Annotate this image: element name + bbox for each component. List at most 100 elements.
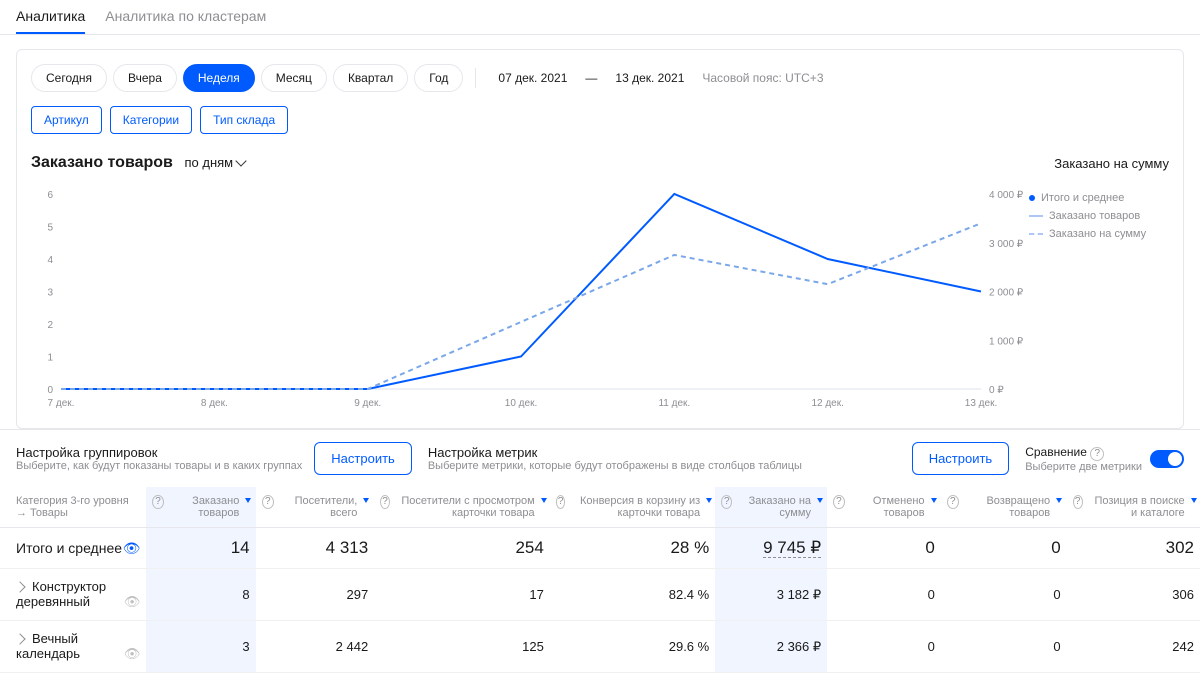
help-icon[interactable]: ? <box>380 495 390 509</box>
period-row: Сегодня Вчера Неделя Месяц Квартал Год 0… <box>31 64 1169 92</box>
svg-text:0: 0 <box>47 385 53 396</box>
row-name[interactable]: Конструктор деревянный <box>16 579 106 609</box>
table-cell: 3 182 ₽ <box>715 569 827 621</box>
svg-text:4: 4 <box>47 255 53 266</box>
date-to[interactable]: 13 дек. 2021 <box>615 71 684 85</box>
svg-text:1 000 ₽: 1 000 ₽ <box>989 336 1024 347</box>
row-name[interactable]: Вечный календарь <box>16 631 80 661</box>
eye-off-icon[interactable]: 👁 <box>124 594 141 610</box>
filter-categories[interactable]: Категории <box>110 106 192 134</box>
help-icon[interactable]: ? <box>262 495 274 509</box>
tab-clusters[interactable]: Аналитика по кластерам <box>105 8 266 34</box>
help-icon[interactable]: ? <box>947 495 959 509</box>
table-cell: 297 <box>256 569 375 621</box>
period-week[interactable]: Неделя <box>183 64 255 92</box>
chevron-down-icon <box>235 155 246 166</box>
totals-cell: 254 <box>374 528 550 569</box>
eye-off-icon[interactable]: 👁 <box>124 646 141 662</box>
totals-cell: 9 745 ₽ <box>715 528 827 569</box>
grouping-button[interactable]: Настроить <box>314 442 412 475</box>
svg-text:9 дек.: 9 дек. <box>354 398 381 409</box>
tab-analytics[interactable]: Аналитика <box>16 8 85 34</box>
column-header[interactable]: Конверсия в корзину из карточки товара <box>569 495 700 519</box>
grouping-title: Настройка группировок <box>16 445 302 460</box>
metrics-config: Настройка метрик Выберите метрики, котор… <box>428 445 896 472</box>
totals-cell: 0 <box>941 528 1067 569</box>
column-header[interactable]: Заказано на сумму <box>736 495 811 519</box>
compare-toggle[interactable] <box>1150 450 1184 468</box>
sort-icon[interactable] <box>1054 495 1061 505</box>
help-icon[interactable]: ? <box>833 495 845 509</box>
date-from[interactable]: 07 дек. 2021 <box>498 71 567 85</box>
sort-icon[interactable] <box>539 495 544 505</box>
totals-cell: 28 % <box>550 528 715 569</box>
chart-mode-label: по дням <box>184 155 233 170</box>
compare-block: Сравнение ? Выберите две метрики <box>1025 445 1184 473</box>
filter-stock[interactable]: Тип склада <box>200 106 288 134</box>
filter-article[interactable]: Артикул <box>31 106 102 134</box>
table-cell: 0 <box>827 569 941 621</box>
totals-label: Итого и среднее <box>16 540 122 556</box>
sort-icon[interactable] <box>929 495 935 505</box>
table-cell: 0 <box>941 569 1067 621</box>
help-icon[interactable]: ? <box>721 495 732 509</box>
table-cell: 0 <box>941 621 1067 673</box>
metrics-title: Настройка метрик <box>428 445 802 460</box>
help-icon[interactable]: ? <box>1090 447 1104 461</box>
table-cell: 3 <box>146 621 255 673</box>
period-yesterday[interactable]: Вчера <box>113 64 177 92</box>
grouping-sub: Выберите, как будут показаны товары и в … <box>16 460 302 472</box>
table-cell: 17 <box>374 569 550 621</box>
period-pills: Сегодня Вчера Неделя Месяц Квартал Год <box>31 64 463 92</box>
column-header[interactable]: Заказано товаров <box>168 495 240 519</box>
period-year[interactable]: Год <box>414 64 463 92</box>
sort-icon[interactable] <box>815 495 821 505</box>
legend-total[interactable]: Итого и среднее <box>1029 192 1169 204</box>
help-icon[interactable]: ? <box>556 495 566 509</box>
table-cell: 125 <box>374 621 550 673</box>
config-row: Настройка группировок Выберите, как буду… <box>0 429 1200 487</box>
period-today[interactable]: Сегодня <box>31 64 107 92</box>
data-table: Категория 3-го уровня → Товары?Заказано … <box>0 487 1200 673</box>
table-cell: 306 <box>1067 569 1200 621</box>
chart-mode-select[interactable]: по дням <box>184 155 245 170</box>
svg-text:4 000 ₽: 4 000 ₽ <box>989 190 1024 201</box>
column-header[interactable]: Возвращено товаров <box>963 495 1051 519</box>
timezone: Часовой пояс: UTC+3 <box>702 71 823 85</box>
table-cell: 0 <box>827 621 941 673</box>
chart-legend: Итого и среднее Заказано товаров Заказан… <box>1029 184 1169 414</box>
period-quarter[interactable]: Квартал <box>333 64 408 92</box>
help-icon[interactable]: ? <box>152 495 163 509</box>
svg-text:0 ₽: 0 ₽ <box>989 385 1004 396</box>
period-month[interactable]: Месяц <box>261 64 327 92</box>
eye-icon[interactable]: 👁 <box>123 540 141 557</box>
sort-icon[interactable] <box>361 495 368 505</box>
legend-ordered[interactable]: Заказано товаров <box>1029 210 1169 222</box>
column-header[interactable]: Позиция в поиске и каталоге <box>1087 495 1185 519</box>
svg-text:7 дек.: 7 дек. <box>48 398 75 409</box>
column-header[interactable]: Посетители, всего <box>278 495 357 519</box>
chart-header: Заказано товаров по дням Заказано на сум… <box>31 154 1169 172</box>
sort-icon[interactable] <box>704 495 709 505</box>
table-row: Вечный календарь 👁32 44212529.6 %2 366 ₽… <box>0 621 1200 673</box>
svg-text:5: 5 <box>47 223 53 234</box>
help-icon[interactable]: ? <box>1073 495 1083 509</box>
svg-text:1: 1 <box>47 353 53 364</box>
filter-row: Артикул Категории Тип склада <box>31 106 1169 134</box>
expand-icon[interactable] <box>14 633 25 644</box>
expand-icon[interactable] <box>14 581 25 592</box>
svg-text:6: 6 <box>47 190 53 201</box>
top-tabs: Аналитика Аналитика по кластерам <box>0 0 1200 35</box>
column-header[interactable]: Отменено товаров <box>849 495 925 519</box>
main-panel: Сегодня Вчера Неделя Месяц Квартал Год 0… <box>16 49 1184 429</box>
totals-cell: 14 <box>146 528 255 569</box>
date-sep: — <box>585 71 597 85</box>
sort-icon[interactable] <box>1189 495 1194 505</box>
totals-cell: 4 313 <box>256 528 375 569</box>
legend-amount[interactable]: Заказано на сумму <box>1029 228 1169 240</box>
table-row: Конструктор деревянный 👁82971782.4 %3 18… <box>0 569 1200 621</box>
sort-icon[interactable] <box>243 495 249 505</box>
column-header[interactable]: Посетители с просмотром карточки товара <box>394 495 535 519</box>
metrics-button[interactable]: Настроить <box>912 442 1010 475</box>
metrics-sub: Выберите метрики, которые будут отображе… <box>428 460 802 472</box>
